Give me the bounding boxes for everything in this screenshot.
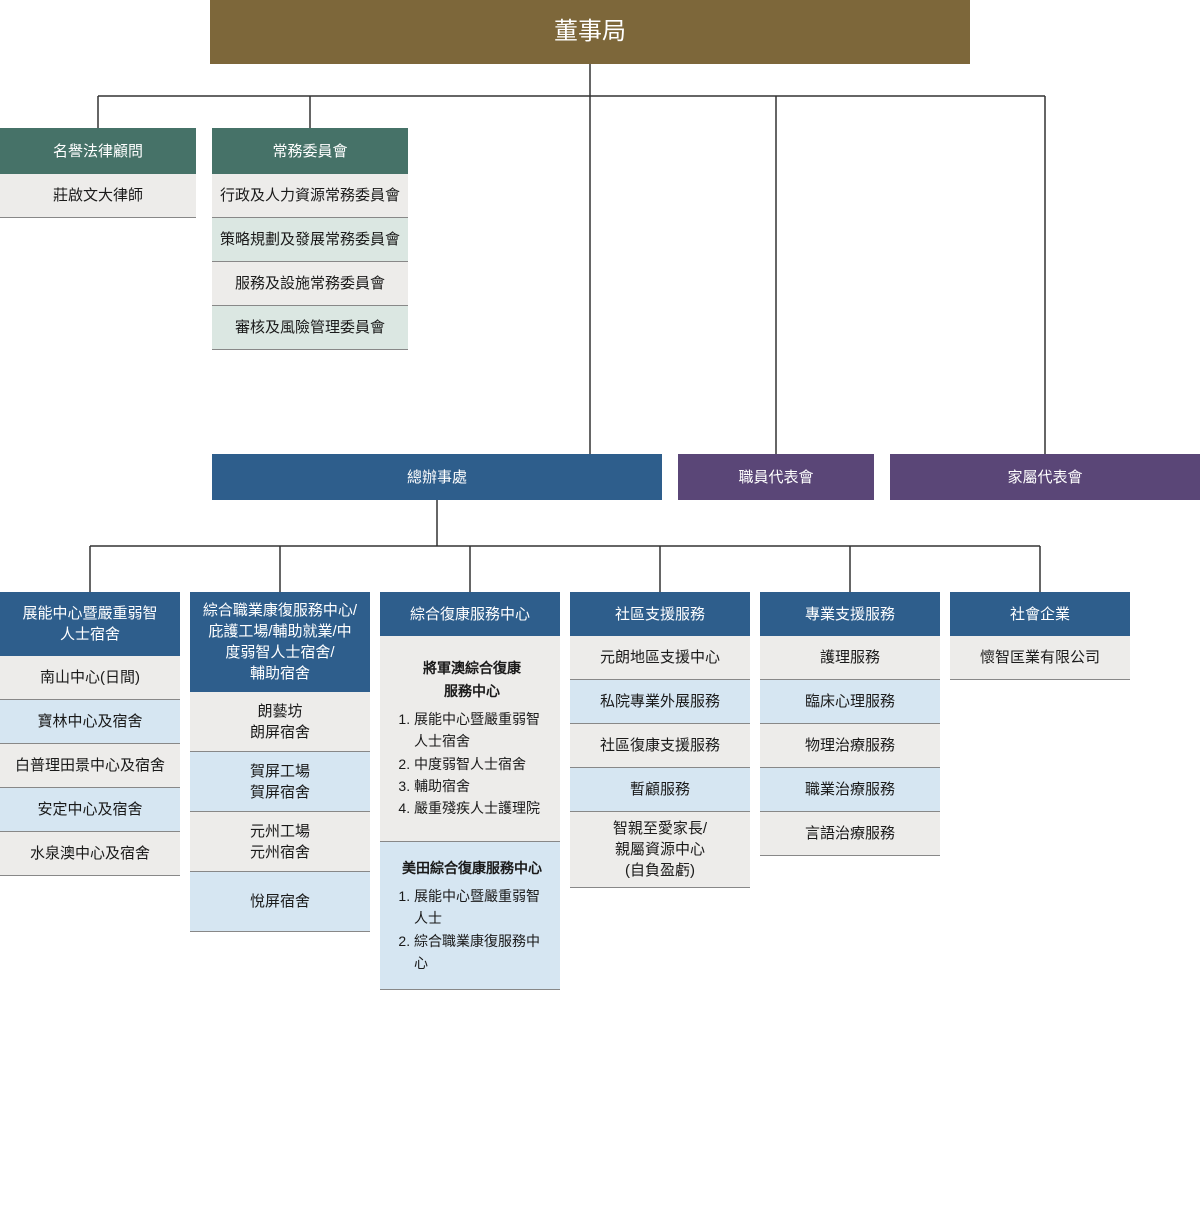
family-rep-label: 家屬代表會 (1007, 467, 1082, 488)
legal-header-label: 名譽法律顧問 (53, 141, 143, 162)
dept-cell: 南山中心(日間) (0, 656, 180, 700)
dept-cell: 社區復康支援服務 (570, 724, 750, 768)
committee-item: 服務及設施常務委員會 (212, 262, 408, 306)
list-item: 輔助宿舍 (414, 775, 550, 797)
dept-cell: 安定中心及宿舍 (0, 788, 180, 832)
family-rep-node: 家屬代表會 (890, 454, 1200, 500)
legal-item: 莊啟文大律師 (0, 174, 196, 218)
dept-cell: 私院專業外展服務 (570, 680, 750, 724)
list-block-title: 美田綜合復康服務中心 (402, 857, 542, 879)
list-item: 中度弱智人士宿舍 (414, 753, 550, 775)
dept-cell: 暫顧服務 (570, 768, 750, 812)
dept-cell: 物理治療服務 (760, 724, 940, 768)
dept-cell: 賀屏工場 賀屏宿舍 (190, 752, 370, 812)
dept-cell: 白普理田景中心及宿舍 (0, 744, 180, 788)
committee-item: 策略規劃及發展常務委員會 (212, 218, 408, 262)
root-node: 董事局 (210, 0, 970, 64)
dept-header: 綜合職業康復服務中心/ 庇護工場/輔助就業/中 度弱智人士宿舍/ 輔助宿舍 (190, 592, 370, 692)
list-block-ol: 展能中心暨嚴重弱智人士宿舍中度弱智人士宿舍輔助宿舍嚴重殘疾人士護理院 (394, 708, 550, 820)
dept-header: 社會企業 (950, 592, 1130, 636)
dept-cell: 職業治療服務 (760, 768, 940, 812)
list-item: 展能中心暨嚴重弱智人士 (414, 885, 550, 930)
dept-cell: 朗藝坊 朗屏宿舍 (190, 692, 370, 752)
dept-header: 綜合復康服務中心 (380, 592, 560, 636)
list-item: 展能中心暨嚴重弱智人士宿舍 (414, 708, 550, 753)
committee-item: 行政及人力資源常務委員會 (212, 174, 408, 218)
dept-list-block: 美田綜合復康服務中心展能中心暨嚴重弱智人士綜合職業康復服務中心 (380, 842, 560, 990)
list-item: 綜合職業康復服務中心 (414, 930, 550, 975)
committee-header-label: 常務委員會 (272, 141, 347, 162)
dept-cell: 元朗地區支援中心 (570, 636, 750, 680)
list-block-title: 將軍澳綜合復康 服務中心 (423, 657, 521, 702)
headoffice-node: 總辦事處 (212, 454, 662, 500)
list-item: 嚴重殘疾人士護理院 (414, 797, 550, 819)
headoffice-label: 總辦事處 (407, 467, 467, 488)
committee-header: 常務委員會 (212, 128, 408, 174)
dept-list-block: 將軍澳綜合復康 服務中心展能中心暨嚴重弱智人士宿舍中度弱智人士宿舍輔助宿舍嚴重殘… (380, 636, 560, 842)
dept-header: 展能中心暨嚴重弱智 人士宿舍 (0, 592, 180, 656)
dept-cell: 臨床心理服務 (760, 680, 940, 724)
staff-rep-node: 職員代表會 (678, 454, 874, 500)
dept-cell: 護理服務 (760, 636, 940, 680)
legal-header: 名譽法律顧問 (0, 128, 196, 174)
staff-rep-label: 職員代表會 (738, 467, 813, 488)
dept-cell: 寶林中心及宿舍 (0, 700, 180, 744)
dept-cell: 懷智匡業有限公司 (950, 636, 1130, 680)
committee-item: 審核及風險管理委員會 (212, 306, 408, 350)
dept-cell: 言語治療服務 (760, 812, 940, 856)
dept-cell: 智親至愛家長/ 親屬資源中心 (自負盈虧) (570, 812, 750, 888)
dept-cell: 悅屏宿舍 (190, 872, 370, 932)
list-block-ol: 展能中心暨嚴重弱智人士綜合職業康復服務中心 (394, 885, 550, 975)
root-label: 董事局 (554, 15, 626, 49)
dept-cell: 元州工場 元州宿舍 (190, 812, 370, 872)
dept-header: 社區支援服務 (570, 592, 750, 636)
dept-cell: 水泉澳中心及宿舍 (0, 832, 180, 876)
dept-header: 專業支援服務 (760, 592, 940, 636)
